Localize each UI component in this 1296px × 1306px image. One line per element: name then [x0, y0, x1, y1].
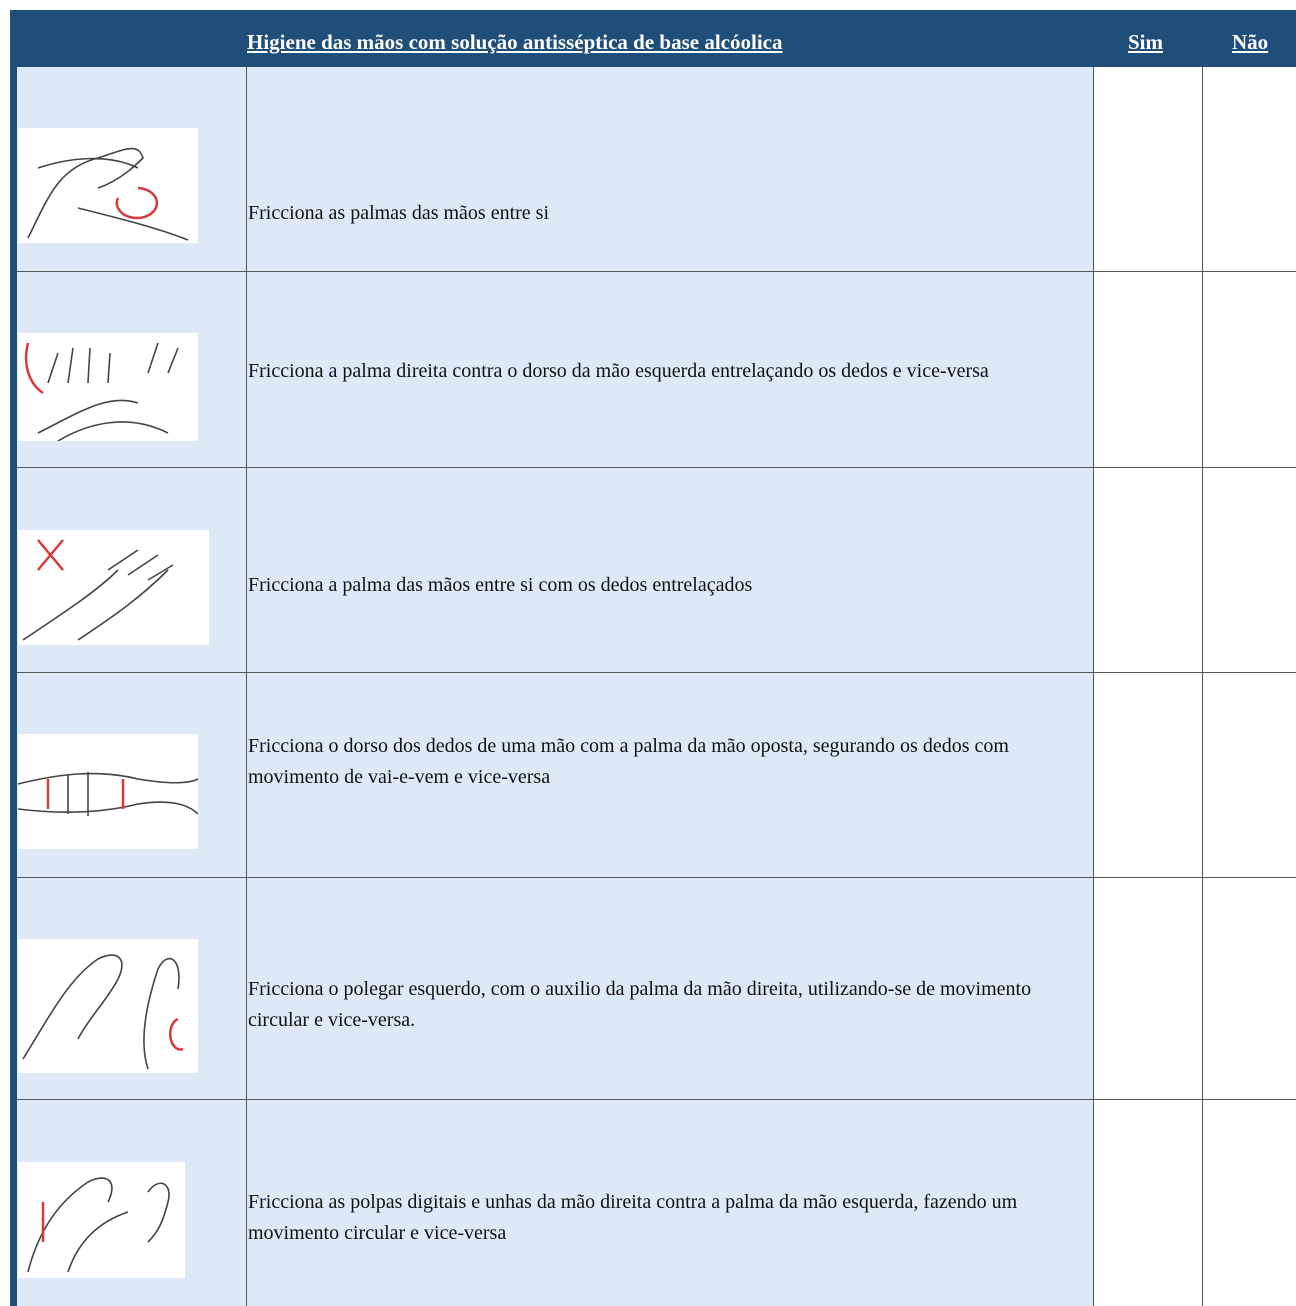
hand-illustration	[18, 939, 198, 1073]
step-text: Fricciona as palmas das mãos entre si	[248, 202, 550, 224]
hand-illustration	[18, 734, 198, 849]
hand-illustration	[18, 128, 198, 243]
hand-illustration	[18, 333, 198, 441]
table-header: Higiene das mãos com solução antisséptic…	[10, 10, 1296, 67]
left-strip	[10, 67, 17, 1306]
step-text: Fricciona o dorso dos dedos de uma mão c…	[248, 735, 1009, 788]
table-row: Fricciona o polegar esquerdo, com o auxi…	[17, 878, 1296, 1100]
step-text: Fricciona as polpas digitais e unhas da …	[248, 1191, 1018, 1244]
step-text: Fricciona a palma direita contra o dorso…	[248, 360, 989, 382]
header-yes: Sim	[1128, 30, 1164, 54]
step-text: Fricciona a palma das mãos entre si com …	[248, 574, 753, 596]
table-row: Fricciona a palma das mãos entre si com …	[17, 468, 1296, 673]
hand-illustration	[18, 1162, 185, 1278]
table-row: Fricciona a palma direita contra o dorso…	[17, 272, 1296, 468]
step-text: Fricciona o polegar esquerdo, com o auxi…	[248, 978, 1032, 1031]
table-row: Fricciona as palmas das mãos entre si	[17, 67, 1296, 272]
header-no: Não	[1232, 30, 1269, 54]
table-row: Fricciona as polpas digitais e unhas da …	[17, 1100, 1296, 1306]
header-title: Higiene das mãos com solução antisséptic…	[247, 30, 783, 54]
hand-illustration	[18, 530, 209, 645]
table-row: Fricciona o dorso dos dedos de uma mão c…	[17, 673, 1296, 878]
